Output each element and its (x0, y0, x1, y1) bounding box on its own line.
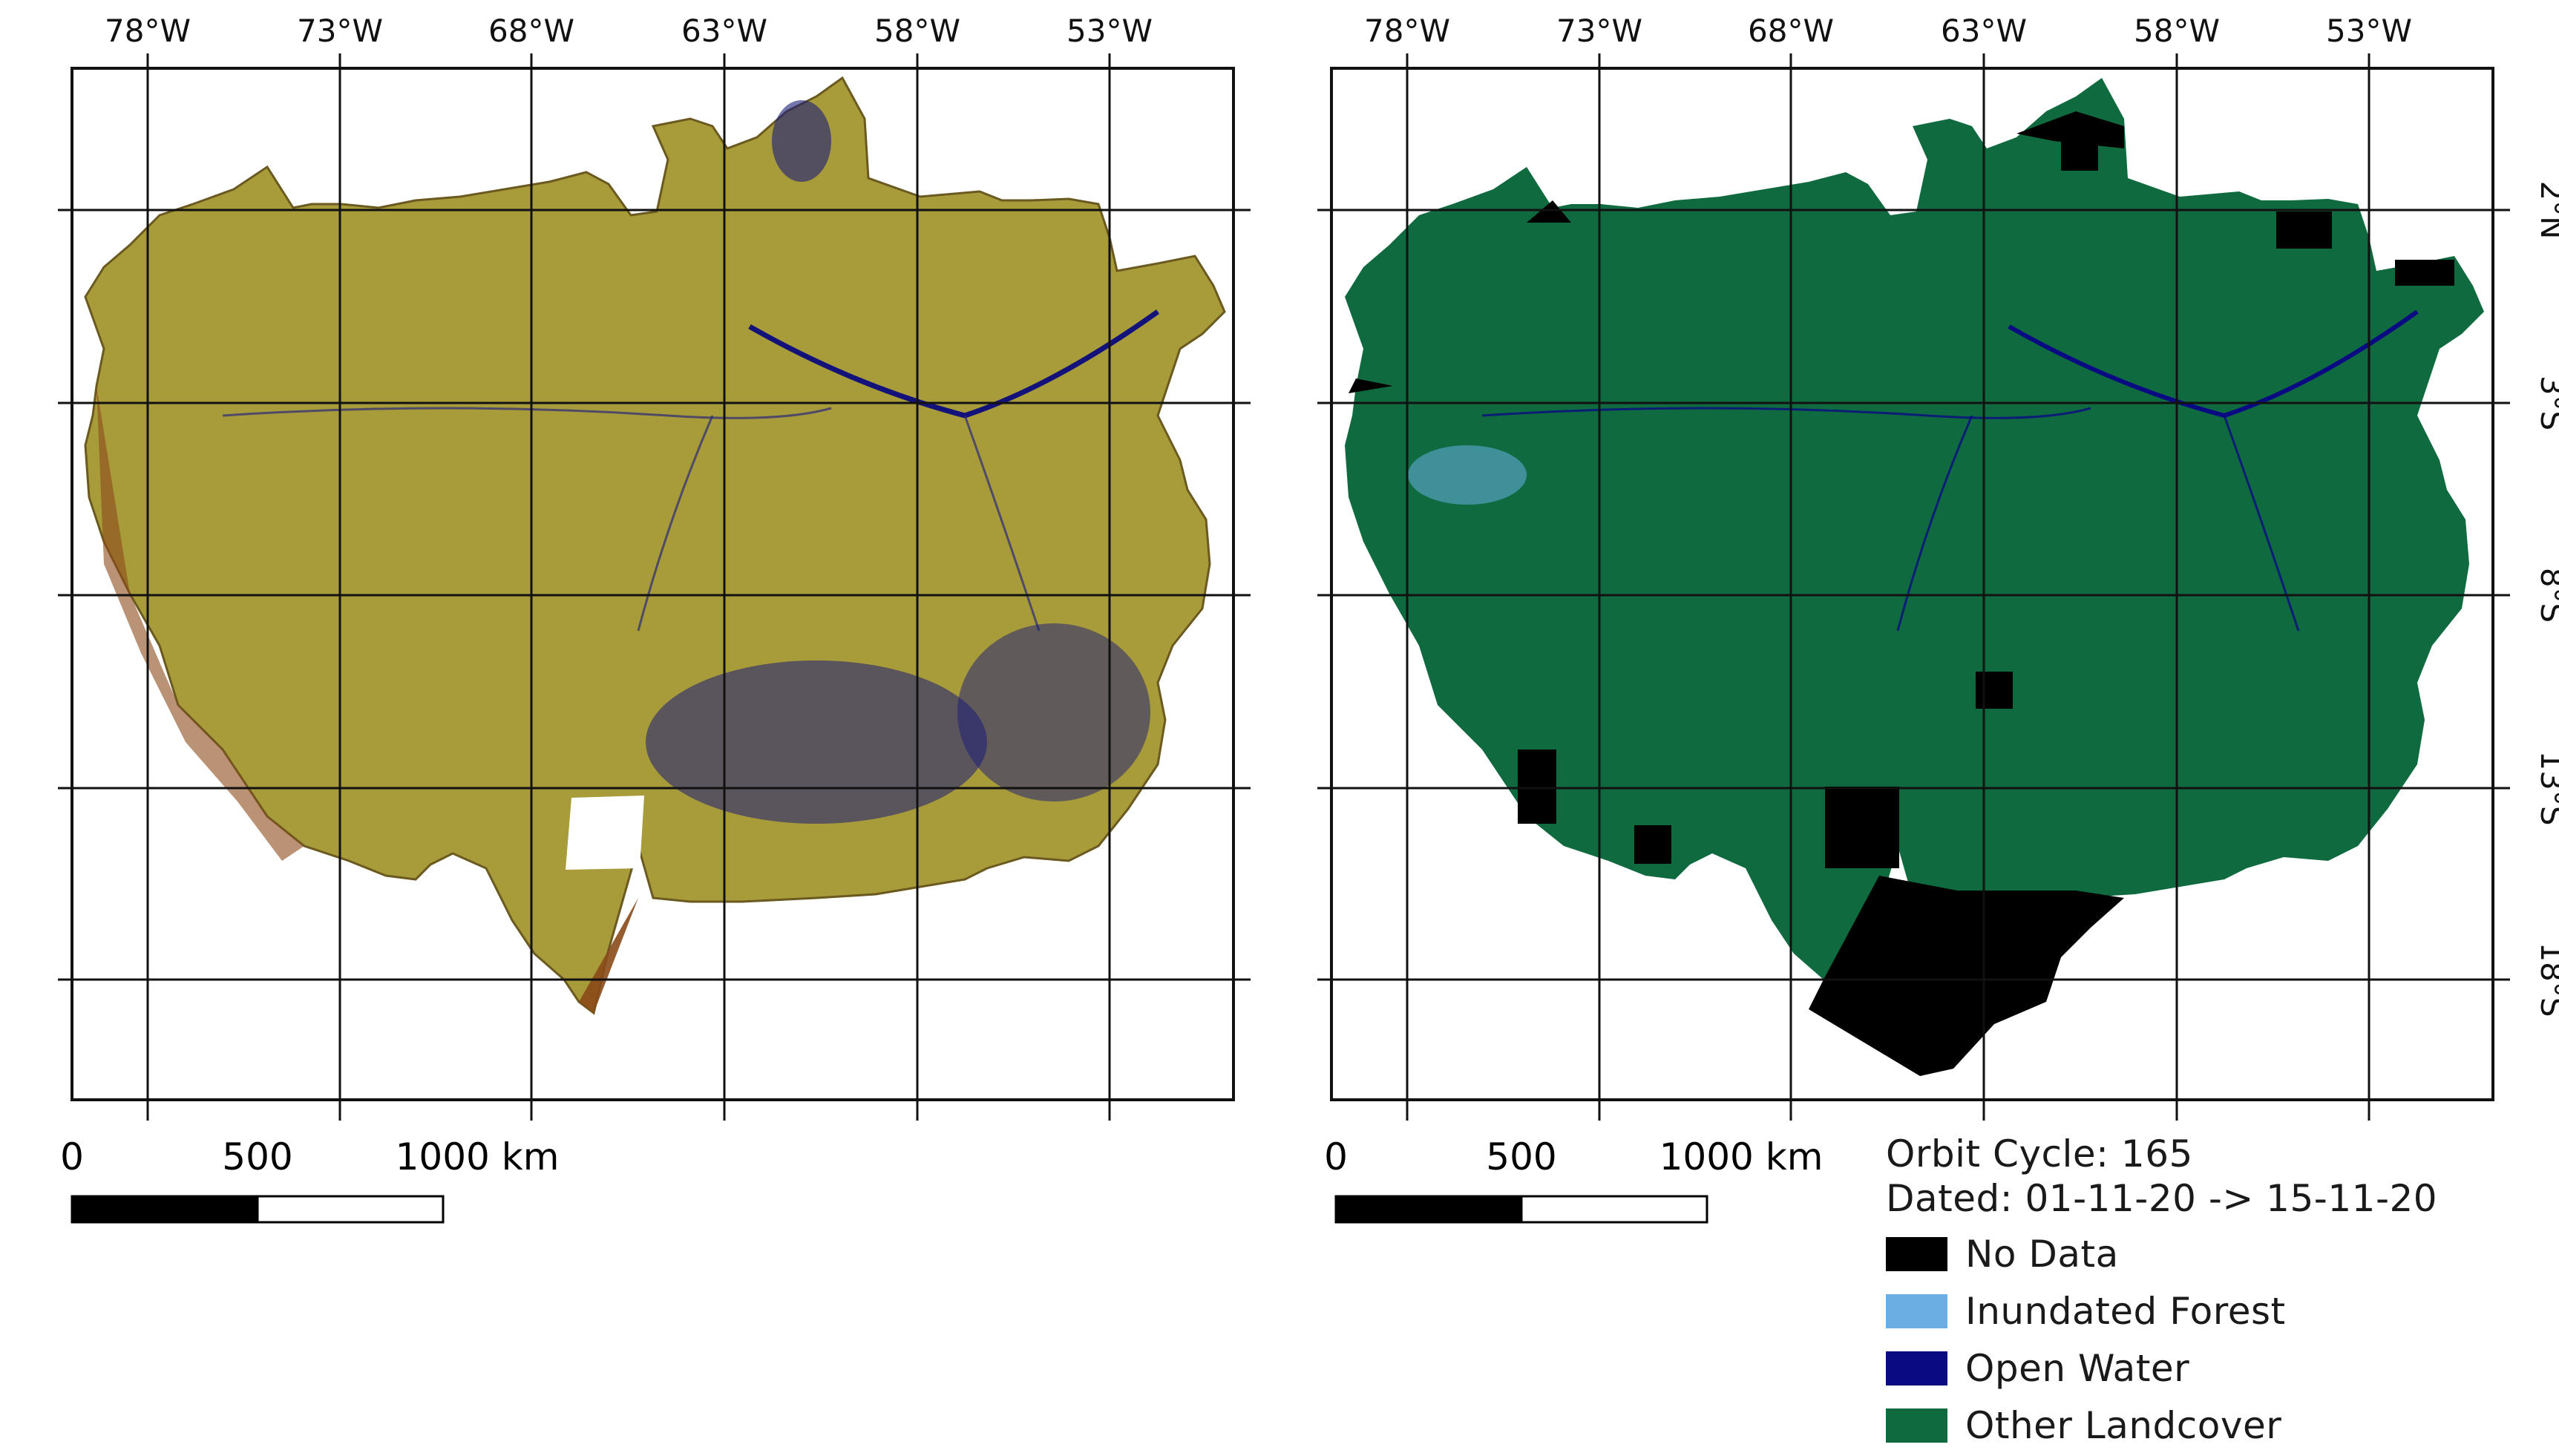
right-scale-zero: 0 (1324, 1135, 1348, 1178)
right-lat-label: 8°S (2534, 568, 2559, 623)
right-nodata-north-block (2061, 134, 2098, 171)
right-nodata-ne (2395, 260, 2454, 286)
right-lon-label: 53°W (2326, 13, 2412, 49)
left-map-panel: 78°W 73°W 68°W 63°W 58°W 53°W 0 500 1000… (58, 13, 1251, 1224)
left-lon-label: 63°W (681, 13, 767, 49)
right-lon-label: 73°W (1556, 13, 1642, 49)
left-graticule (58, 53, 1251, 1121)
left-scale-segment-white (256, 1195, 445, 1224)
right-lon-label: 78°W (1364, 13, 1450, 49)
legend-orbit-cycle: Orbit Cycle: 165 (1886, 1132, 2193, 1175)
right-lat-label: 13°S (2534, 750, 2559, 825)
left-scale-zero: 0 (60, 1135, 84, 1178)
right-inundated-patch (1408, 445, 1527, 505)
right-lon-labels: 78°W 73°W 68°W 63°W 58°W 53°W (1364, 13, 2412, 49)
right-scale-mid: 500 (1486, 1135, 1556, 1178)
right-nodata-south (1809, 876, 2124, 1076)
left-andes-edge (96, 386, 304, 861)
right-lat-label: 2°N (2534, 180, 2559, 239)
right-lat-labels: 2°N 3°S 8°S 13°S 18°S (2534, 180, 2559, 1017)
right-map-panel: 78°W 73°W 68°W 63°W 58°W 53°W 2°N 3°S 8°… (1317, 13, 2559, 1224)
right-nodata-south-block (1825, 787, 1899, 868)
left-scale-end: 1000 km (396, 1135, 560, 1178)
left-tributary-1 (222, 407, 832, 419)
right-scale-segment-black (1334, 1195, 1523, 1224)
black-square-swatch (1886, 1236, 1947, 1271)
left-scale-mid: 500 (222, 1135, 292, 1178)
left-lon-label: 78°W (105, 13, 191, 49)
right-nodata-west (1518, 750, 1556, 824)
right-tributary-3 (1896, 415, 1973, 632)
navy-square-swatch (1886, 1351, 1947, 1386)
left-scale-segment-black (71, 1195, 259, 1224)
left-water-patch-north (772, 100, 831, 182)
left-lon-label: 68°W (488, 13, 574, 49)
left-tributary-2 (963, 415, 1041, 632)
left-basin-tail (579, 898, 638, 1013)
legend-label: No Data (1965, 1232, 2119, 1276)
left-lon-label: 73°W (297, 13, 383, 49)
legend-item-open-water: Open Water (1886, 1339, 2437, 1397)
green-square-swatch (1886, 1408, 1947, 1443)
right-scale-end: 1000 km (1659, 1135, 1824, 1178)
light-blue-square-swatch (1886, 1293, 1947, 1328)
right-tributary-2 (2223, 415, 2300, 632)
right-lon-label: 63°W (1941, 13, 2027, 49)
left-lon-label: 58°W (874, 13, 960, 49)
right-lon-label: 58°W (2134, 13, 2220, 49)
right-graticule (1317, 53, 2510, 1121)
right-tributary-1 (1481, 407, 2091, 419)
right-lon-label: 68°W (1748, 13, 1834, 49)
legend-item-inundated-forest: Inundated Forest (1886, 1282, 2437, 1339)
right-nodata-nw (1527, 200, 1571, 223)
legend-label: Other Landcover (1965, 1403, 2282, 1447)
left-basin (84, 76, 1226, 1014)
right-nodata-sw (1634, 825, 1671, 864)
left-scale-bar: 0 500 1000 km (60, 1135, 560, 1224)
legend-label: Open Water (1965, 1346, 2190, 1390)
right-lat-label: 3°S (2534, 376, 2559, 430)
left-water-patch-southeast (957, 623, 1150, 801)
legend-label: Inundated Forest (1965, 1289, 2286, 1333)
right-basin (1345, 78, 2484, 1076)
right-scale-segment-white (1520, 1195, 1708, 1224)
left-tributary-3 (637, 415, 714, 632)
right-nodata-west-edge (1349, 378, 1393, 393)
right-lat-label: 18°S (2534, 942, 2559, 1017)
right-scale-bar: 0 500 1000 km (1324, 1135, 1824, 1224)
right-nodata-center (1976, 672, 2013, 709)
legend-item-other-landcover: Other Landcover (1886, 1397, 2437, 1454)
right-nodata-east (2276, 211, 2332, 249)
left-lon-labels: 78°W 73°W 68°W 63°W 58°W 53°W (105, 13, 1153, 49)
left-no-data-gap (566, 796, 644, 870)
legend-item-no-data: No Data (1886, 1225, 2437, 1282)
legend-dated: Dated: 01-11-20 -> 15-11-20 (1886, 1177, 2438, 1220)
legend: Orbit Cycle: 165 Dated: 01-11-20 -> 15-1… (1886, 1132, 2437, 1454)
left-lon-label: 53°W (1066, 13, 1153, 49)
left-water-patch-south (646, 660, 987, 824)
